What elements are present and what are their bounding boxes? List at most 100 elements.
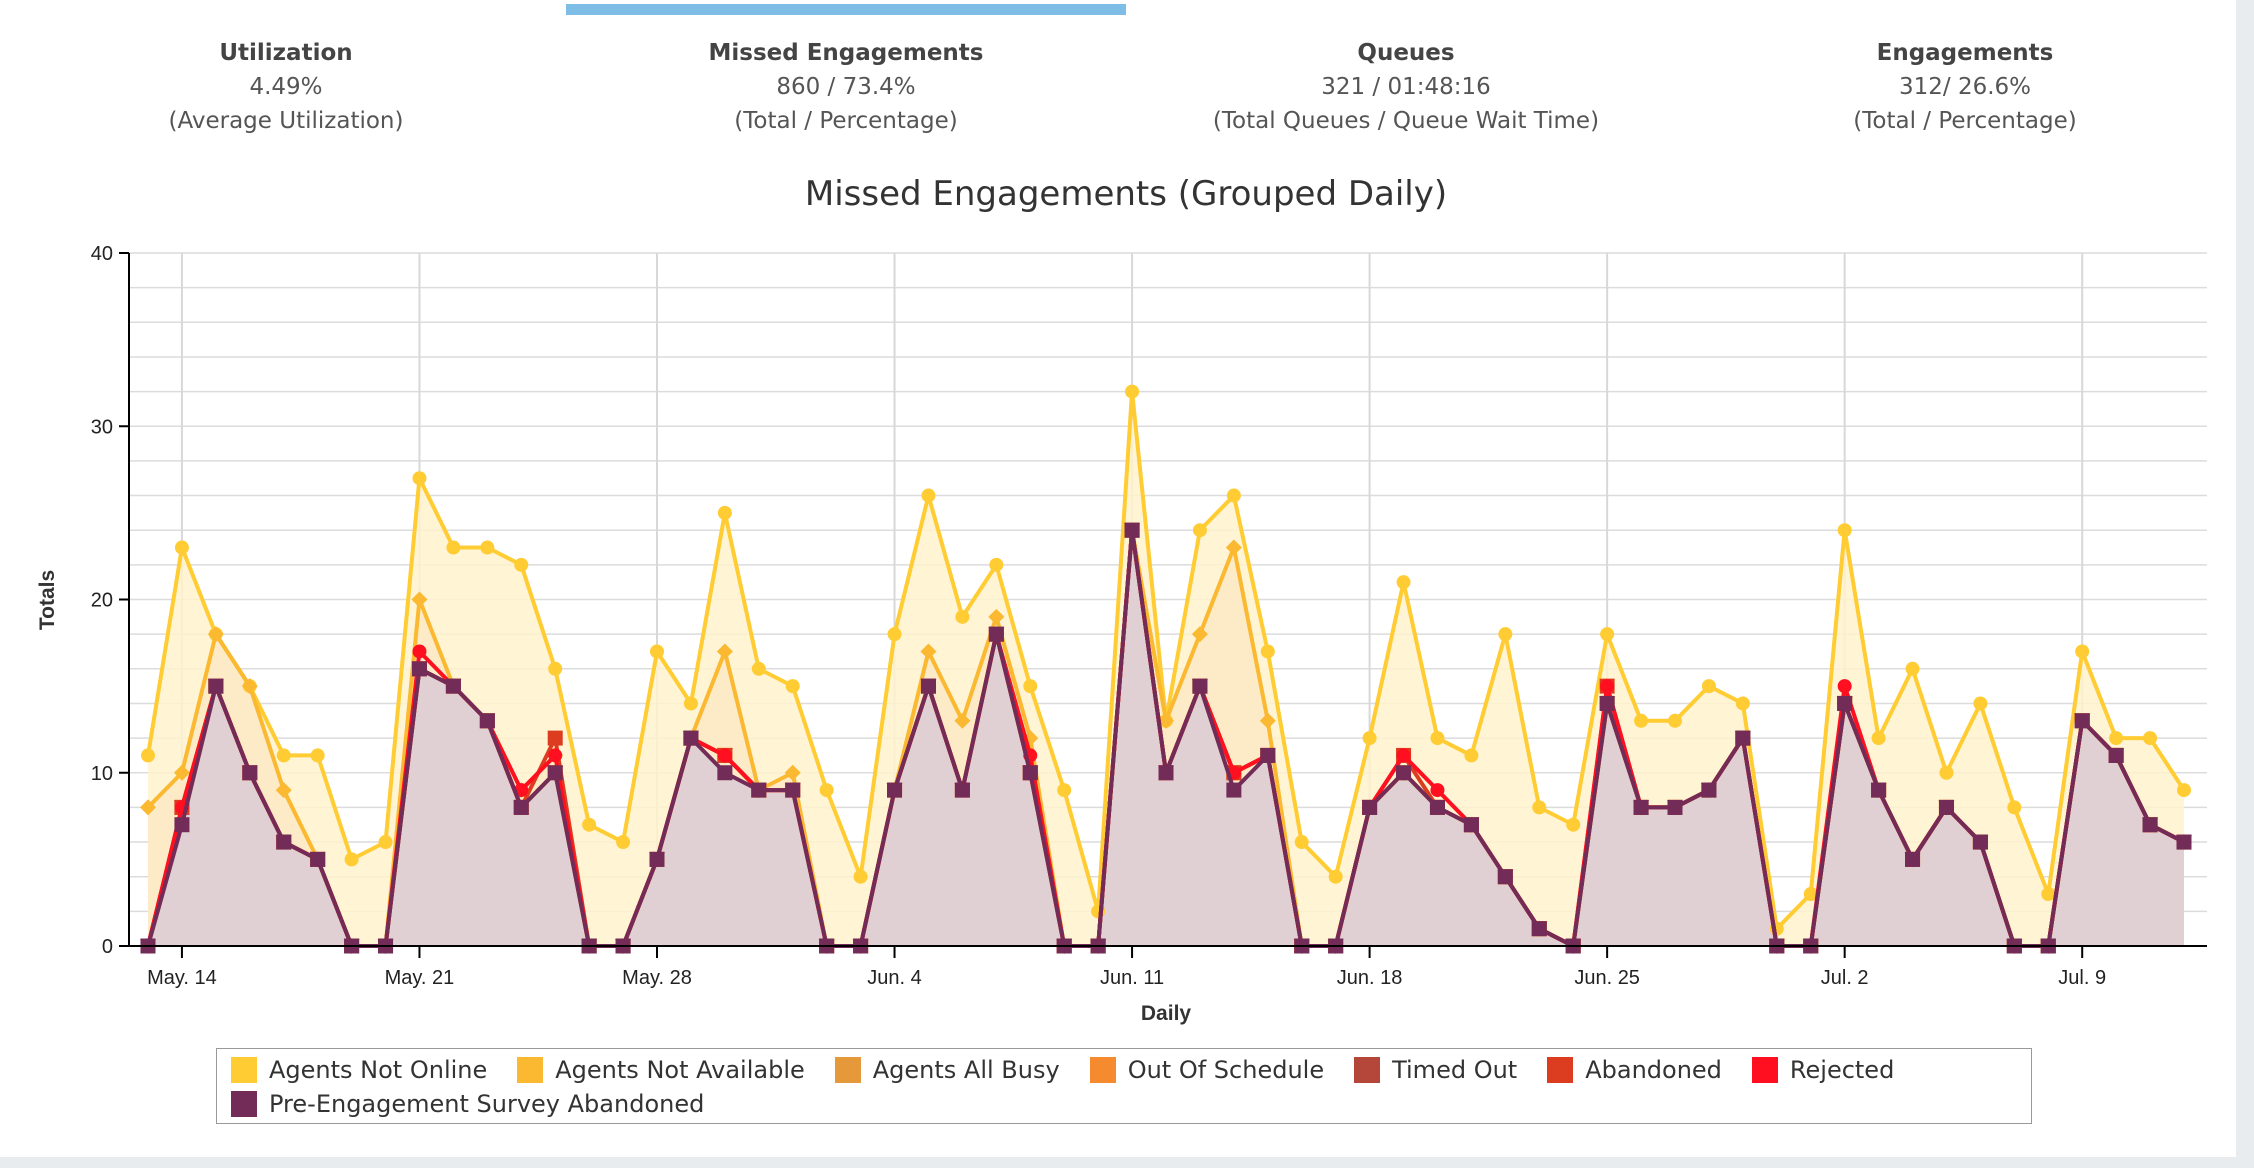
legend-label: Out Of Schedule <box>1127 1056 1325 1084</box>
point-pre-engagement-survey-abandoned <box>920 678 936 694</box>
y-tick-label: 20 <box>91 590 113 612</box>
legend-item[interactable]: Agents All Busy <box>834 1055 1060 1085</box>
stat-caption: (Average Utilization) <box>168 108 404 134</box>
point-pre-engagement-survey-abandoned <box>683 730 699 746</box>
missed-engagements-chart: Missed Engagements (Grouped Daily) May. … <box>36 174 2207 1025</box>
point-rejected <box>1600 679 1615 694</box>
point-agents-not-online <box>1294 835 1309 850</box>
legend-label: Agents Not Online <box>269 1056 488 1084</box>
legend-label: Timed Out <box>1392 1056 1518 1084</box>
chart-title: Missed Engagements (Grouped Daily) <box>805 174 1447 214</box>
point-agents-not-online <box>1532 800 1547 815</box>
point-agents-not-online <box>1566 817 1581 832</box>
y-tick-label: 10 <box>91 763 113 785</box>
point-agents-not-available <box>207 626 224 643</box>
legend-item[interactable]: Abandoned <box>1547 1055 1722 1085</box>
point-agents-not-online <box>446 540 461 555</box>
y-tick-label: 40 <box>91 243 113 265</box>
point-rejected <box>717 748 732 763</box>
legend-item[interactable]: Rejected <box>1751 1055 1895 1085</box>
point-agents-not-online <box>1803 887 1818 902</box>
legend-item[interactable]: Timed Out <box>1354 1055 1517 1085</box>
x-tick-label: Jul. 9 <box>2058 967 2106 989</box>
point-agents-not-online <box>955 609 970 624</box>
point-pre-engagement-survey-abandoned <box>513 799 529 815</box>
point-agents-not-online <box>2177 783 2191 798</box>
point-agents-not-online <box>921 488 936 503</box>
point-agents-not-online <box>1939 765 1954 780</box>
x-tick-label: May. 21 <box>385 967 455 989</box>
point-agents-not-online <box>751 661 766 676</box>
legend: Agents Not Online Agents Not Available Age… <box>216 1048 2032 1124</box>
point-pre-engagement-survey-abandoned <box>1531 921 1547 937</box>
y-tick-label: 0 <box>102 936 113 958</box>
point-agents-not-online <box>819 783 834 798</box>
stat-missed-engagements[interactable]: Missed Engagements 860 / 73.4% (Total / … <box>566 36 1126 138</box>
point-agents-not-online <box>480 540 495 555</box>
point-agents-not-online <box>1735 696 1750 711</box>
point-agents-not-online <box>1973 696 1988 711</box>
legend-swatch <box>231 1091 257 1117</box>
stat-utilization[interactable]: Utilization 4.49% (Average Utilization) <box>6 36 566 138</box>
point-agents-not-online <box>1837 523 1852 538</box>
stat-engagements[interactable]: Engagements 312/ 26.6% (Total / Percenta… <box>1685 36 2245 138</box>
point-agents-not-available <box>716 643 733 660</box>
point-pre-engagement-survey-abandoned <box>954 782 970 798</box>
point-rejected <box>1396 748 1411 763</box>
point-agents-not-available <box>954 712 971 729</box>
point-agents-not-online <box>887 627 902 642</box>
point-pre-engagement-survey-abandoned <box>1972 834 1988 850</box>
point-pre-engagement-survey-abandoned <box>1701 782 1717 798</box>
point-agents-not-available <box>411 591 428 608</box>
legend-item[interactable]: Pre-Engagement Survey Abandoned <box>231 1089 704 1119</box>
y-tick-label: 30 <box>91 416 113 438</box>
point-pre-engagement-survey-abandoned <box>411 661 427 677</box>
legend-item[interactable]: Agents Not Online <box>231 1055 487 1085</box>
point-agents-not-online <box>310 748 325 763</box>
legend-label: Agents All Busy <box>872 1056 1060 1084</box>
x-tick-label: Jun. 4 <box>867 967 921 989</box>
series-lines <box>140 384 2192 954</box>
point-agents-not-online <box>1328 869 1343 884</box>
legend-label: Rejected <box>1789 1056 1895 1084</box>
area-pre-engagement-survey-abandoned <box>148 530 2184 946</box>
point-pre-engagement-survey-abandoned <box>174 817 190 833</box>
legend-swatch <box>231 1057 257 1083</box>
point-agents-not-online <box>1668 713 1682 728</box>
point-pre-engagement-survey-abandoned <box>1905 851 1921 867</box>
legend-swatch <box>1547 1057 1574 1083</box>
point-agents-not-available <box>784 764 801 781</box>
stat-value: 4.49% <box>249 74 323 100</box>
x-tick-label: May. 28 <box>622 967 692 989</box>
point-pre-engagement-survey-abandoned <box>242 765 258 781</box>
point-agents-not-available <box>1225 539 1242 556</box>
point-agents-not-online <box>1192 523 1207 538</box>
legend-label: Pre-Engagement Survey Abandoned <box>269 1090 705 1118</box>
point-agents-not-online <box>1634 713 1649 728</box>
legend-item[interactable]: Out Of Schedule <box>1089 1055 1325 1085</box>
point-agents-not-online <box>1430 731 1445 746</box>
stat-queues[interactable]: Queues 321 / 01:48:16 (Total Queues / Qu… <box>1126 36 1686 138</box>
stat-title: Engagements <box>1876 40 2054 66</box>
point-agents-not-online <box>412 471 427 486</box>
point-agents-not-online <box>1260 644 1275 659</box>
point-agents-not-available <box>1259 712 1276 729</box>
point-agents-not-online <box>514 557 529 572</box>
point-pre-engagement-survey-abandoned <box>1599 695 1615 711</box>
point-agents-not-online <box>141 748 155 763</box>
point-agents-not-online <box>785 679 800 694</box>
point-agents-not-online <box>344 852 359 867</box>
point-agents-not-online <box>1905 661 1920 676</box>
legend-swatch <box>517 1057 544 1083</box>
point-agents-not-available <box>140 799 156 816</box>
stat-value: 312/ 26.6% <box>1898 74 2032 100</box>
point-pre-engagement-survey-abandoned <box>310 851 326 867</box>
point-pre-engagement-survey-abandoned <box>2074 713 2090 729</box>
point-pre-engagement-survey-abandoned <box>276 834 292 850</box>
point-pre-engagement-survey-abandoned <box>649 851 665 867</box>
point-pre-engagement-survey-abandoned <box>1192 678 1208 694</box>
point-pre-engagement-survey-abandoned <box>1226 782 1242 798</box>
stat-caption: (Total / Percentage) <box>1853 108 2077 134</box>
legend-item[interactable]: Agents Not Available <box>517 1055 805 1085</box>
point-pre-engagement-survey-abandoned <box>1022 765 1038 781</box>
